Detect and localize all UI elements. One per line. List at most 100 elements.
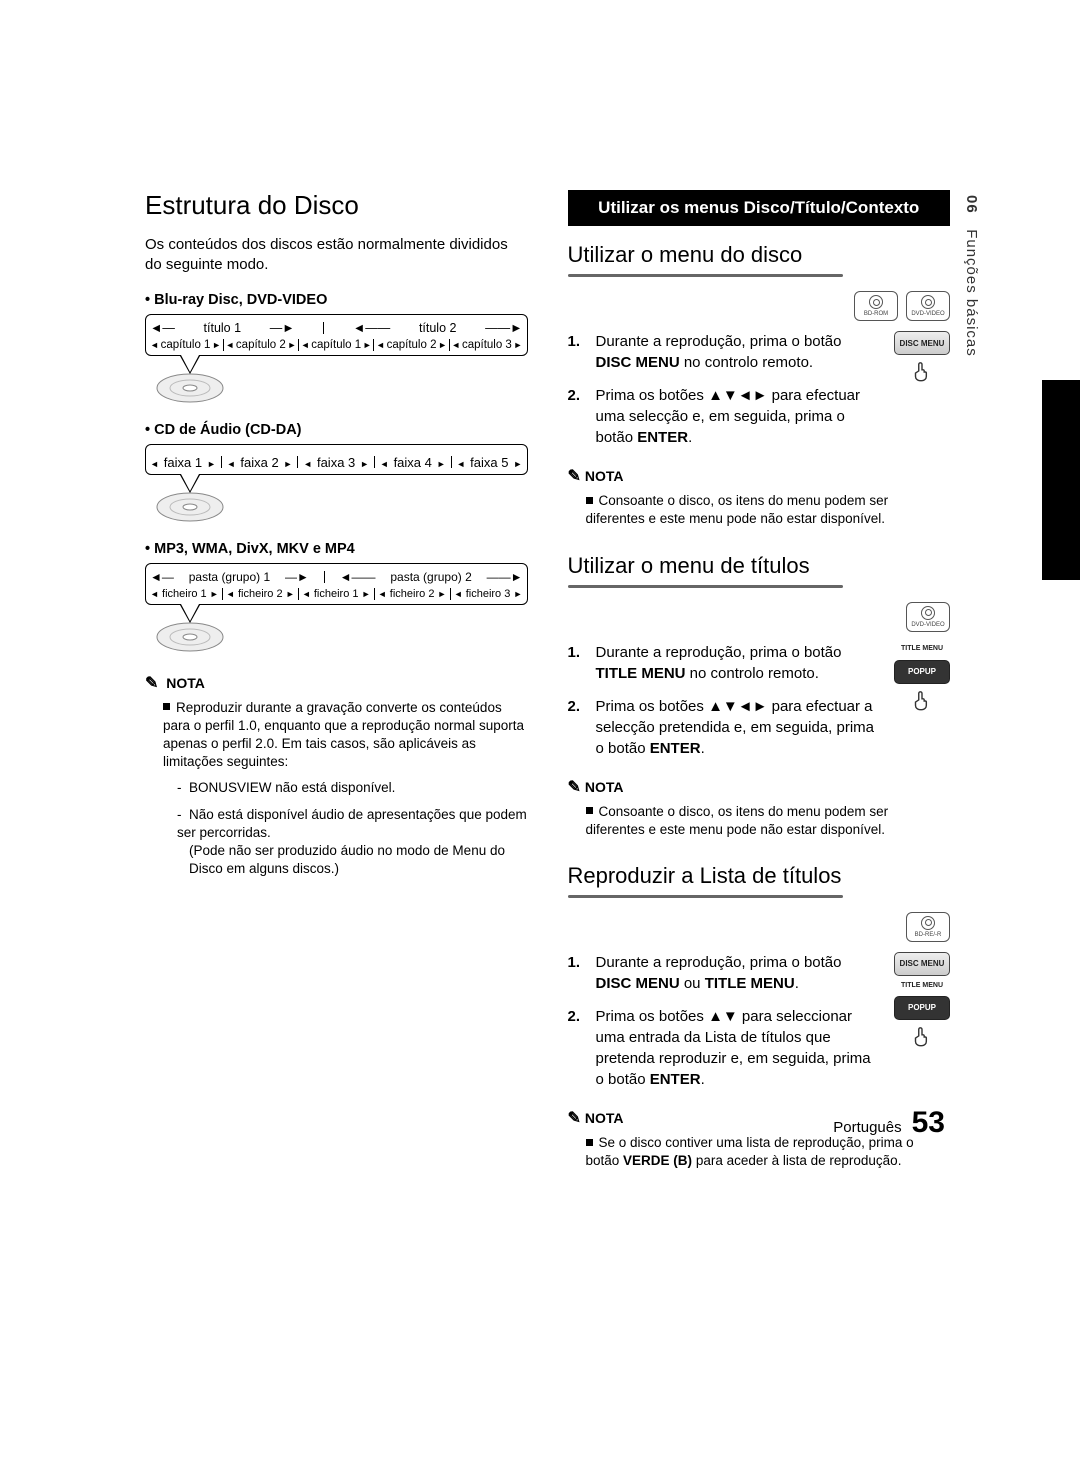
disc-icon (155, 619, 225, 655)
bullet-square-icon (586, 497, 593, 504)
struct3-box: ◄— pasta (grupo) 1 —►◄—— pasta (grupo) 2… (145, 563, 528, 605)
section-bar: Utilizar os menus Disco/Título/Contexto (568, 190, 951, 226)
s3-title: Reproduzir a Lista de títulos (568, 863, 951, 889)
s1-block: DISC MENU 1.Durante a reprodução, prima … (568, 331, 951, 448)
s1-remote: DISC MENU (894, 331, 950, 385)
badge-label: BD-ROM (864, 311, 888, 317)
disc-icon (155, 489, 225, 525)
struct2-box: faixa 1 faixa 2 faixa 3 faixa 4 faixa 5 (145, 444, 528, 475)
disc-icon (155, 370, 225, 406)
badge-label: DVD-VIDEO (911, 622, 944, 628)
note-body: Reproduzir durante a gravação converte o… (145, 699, 528, 879)
s1-step2: Prima os botões ▲▼◄► para efectuar uma s… (596, 385, 881, 448)
chapter-side-label: 06 Funções básicas (963, 195, 980, 357)
s3-step2: Prima os botões ▲▼ para seleccionar uma … (596, 1006, 881, 1090)
struct1-ch2: capítulo 1 (311, 339, 361, 351)
s2-block: TITLE MENU POPUP 1.Durante a reprodução,… (568, 642, 951, 759)
note-icon: ✎ (145, 675, 158, 692)
s2-note: Consoante o disco, os itens do menu pode… (586, 804, 889, 837)
struct1-box: ◄— título 1 —►◄—— título 2 ——► capítulo … (145, 314, 528, 356)
struct2-t2: faixa 3 (317, 455, 355, 470)
popup-button: POPUP (894, 996, 950, 1020)
speech-tail (180, 475, 200, 493)
footer-lang: Português (833, 1119, 901, 1136)
s1-title: Utilizar o menu do disco (568, 242, 951, 268)
left-heading: Estrutura do Disco (145, 190, 528, 221)
s3-remote: DISC MENU TITLE MENU POPUP (894, 952, 950, 1050)
chapter-title: Funções básicas (963, 229, 980, 357)
bullet-square-icon (163, 703, 170, 710)
s1-badges: BD-ROM DVD-VIDEO (568, 291, 951, 321)
popup-button: POPUP (894, 660, 950, 684)
struct1-label: Blu-ray Disc, DVD-VIDEO (145, 292, 528, 308)
rule (568, 274, 843, 277)
note-b2: Não está disponível áudio de apresentaçõ… (177, 807, 527, 840)
note-icon: ✎ (568, 1110, 581, 1127)
disc-menu-button: DISC MENU (894, 331, 950, 355)
rule (568, 895, 843, 898)
note-head: ✎ NOTA (145, 673, 528, 693)
s2-remote: TITLE MENU POPUP (894, 642, 950, 714)
page-number: 53 (912, 1106, 945, 1140)
struct3-label: MP3, WMA, DivX, MKV e MP4 (145, 541, 528, 557)
note-icon: ✎ (568, 468, 581, 485)
struct1-ch1: capítulo 2 (236, 339, 286, 351)
s1-step1: Durante a reprodução, prima o botão DISC… (596, 331, 881, 373)
struct2-t4: faixa 5 (470, 455, 508, 470)
note-icon: ✎ (568, 779, 581, 796)
struct3-file2: ficheiro 1 (314, 588, 359, 600)
note-b2sub: (Pode não ser produzido áudio no modo de… (189, 843, 505, 876)
s3-block: DISC MENU TITLE MENU POPUP 1.Durante a r… (568, 952, 951, 1090)
struct1-ch3: capítulo 2 (387, 339, 437, 351)
left-column: Estrutura do Disco Os conteúdos dos disc… (145, 190, 528, 1170)
struct3-file1: ficheiro 2 (238, 588, 283, 600)
struct3-f0: pasta (grupo) 1 (189, 570, 270, 584)
disc-menu-button: DISC MENU (894, 952, 950, 976)
struct1-title0: título 1 (204, 321, 242, 335)
speech-tail (180, 356, 200, 374)
hand-icon (909, 1024, 935, 1050)
s1-note: Consoante o disco, os itens do menu pode… (586, 493, 889, 526)
struct3-file0: ficheiro 1 (162, 588, 207, 600)
struct2-t3: faixa 4 (394, 455, 432, 470)
chapter-number: 06 (963, 195, 980, 214)
s1-note-head: ✎NOTA (568, 466, 951, 486)
intro-text: Os conteúdos dos discos estão normalment… (145, 235, 528, 276)
note-label: NOTA (585, 468, 624, 484)
s3-badges: BD-RE/-R (568, 912, 951, 942)
badge-dvdvideo: DVD-VIDEO (906, 291, 950, 321)
thumb-tab (1042, 380, 1080, 580)
s2-step2: Prima os botões ▲▼◄► para efectuar a sel… (596, 696, 881, 759)
badge-label: BD-RE/-R (915, 932, 942, 938)
badge-bdre: BD-RE/-R (906, 912, 950, 942)
note-b1: BONUSVIEW não está disponível. (189, 780, 395, 795)
badge-label: DVD-VIDEO (911, 311, 944, 317)
bullet-square-icon (586, 807, 593, 814)
s2-note-head: ✎NOTA (568, 777, 951, 797)
bullet-square-icon (586, 1139, 593, 1146)
s3-step1: Durante a reprodução, prima o botão DISC… (596, 952, 881, 994)
title-menu-label: TITLE MENU (894, 980, 950, 992)
struct3-file3: ficheiro 2 (390, 588, 435, 600)
struct2-t1: faixa 2 (240, 455, 278, 470)
title-menu-label: TITLE MENU (894, 642, 950, 656)
struct2-label: CD de Áudio (CD-DA) (145, 422, 528, 438)
s2-badges: DVD-VIDEO (568, 602, 951, 632)
struct3-f1: pasta (grupo) 2 (390, 570, 471, 584)
note-label: NOTA (585, 779, 624, 795)
hand-icon (909, 359, 935, 385)
note-p1: Reproduzir durante a gravação converte o… (163, 700, 524, 770)
struct1-ch4: capítulo 3 (462, 339, 512, 351)
note-label: NOTA (585, 1110, 624, 1126)
struct2-t0: faixa 1 (164, 455, 202, 470)
s2-step1: Durante a reprodução, prima o botão TITL… (596, 642, 881, 684)
note-label: NOTA (166, 675, 205, 691)
footer: Português 53 (833, 1106, 945, 1140)
struct3-file4: ficheiro 3 (466, 588, 511, 600)
struct1-title1: título 2 (419, 321, 457, 335)
right-column: Utilizar os menus Disco/Título/Contexto … (568, 190, 951, 1170)
badge-dvdvideo: DVD-VIDEO (906, 602, 950, 632)
s2-title: Utilizar o menu de títulos (568, 553, 951, 579)
badge-bdrom: BD-ROM (854, 291, 898, 321)
hand-icon (909, 688, 935, 714)
